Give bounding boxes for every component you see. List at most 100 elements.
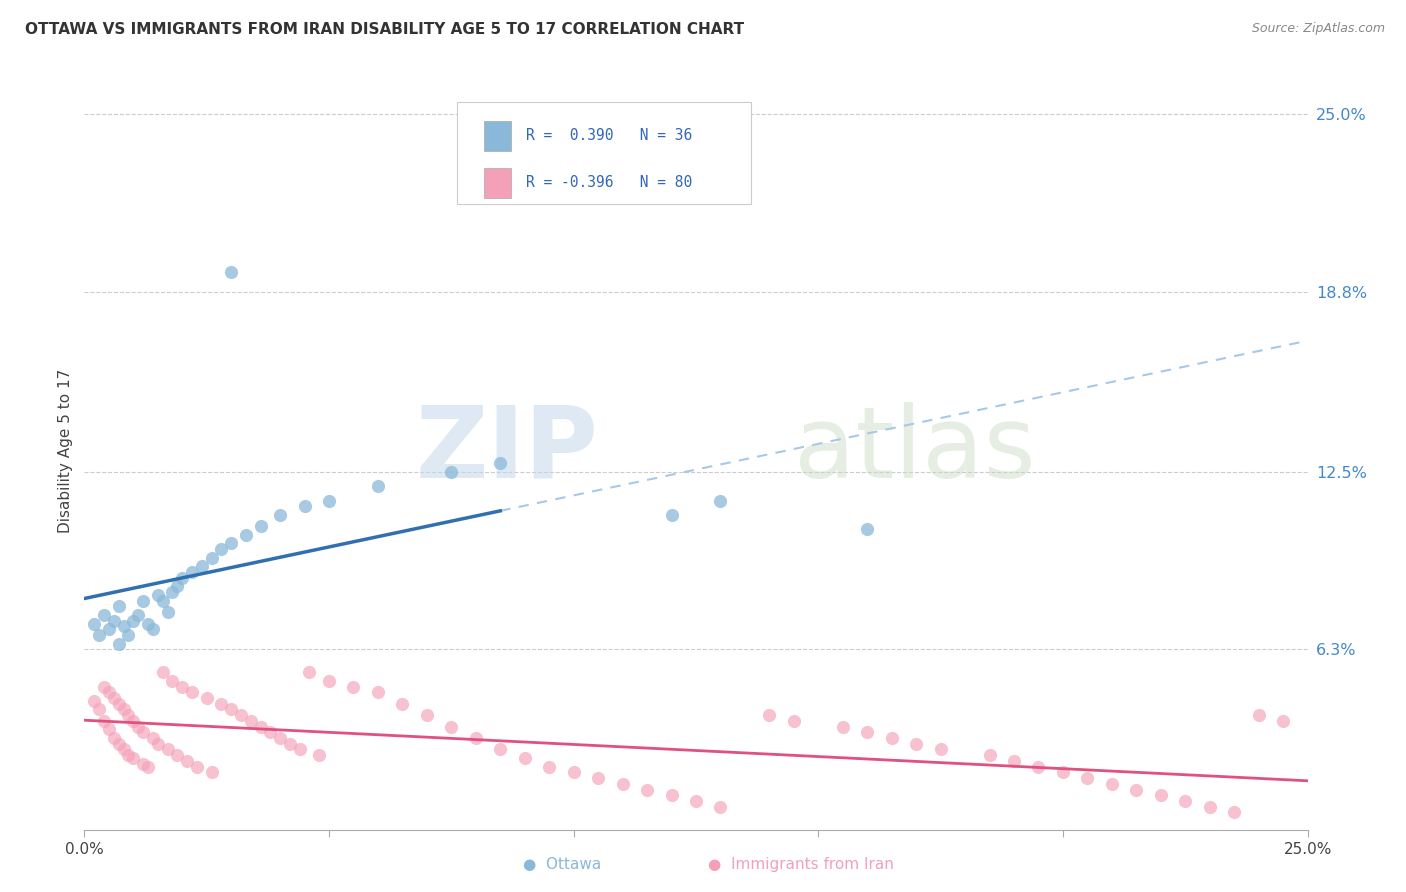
Point: [83, 616, 105, 631]
Point: [318, 673, 340, 688]
Point: [259, 725, 281, 739]
Point: [97, 723, 120, 737]
Point: [661, 789, 683, 803]
Point: [979, 748, 1001, 763]
Point: [367, 685, 389, 699]
Text: OTTAWA VS IMMIGRANTS FROM IRAN DISABILITY AGE 5 TO 17 CORRELATION CHART: OTTAWA VS IMMIGRANTS FROM IRAN DISABILIT…: [25, 22, 744, 37]
Point: [142, 731, 165, 745]
Point: [278, 737, 301, 751]
Bar: [484, 168, 512, 198]
Point: [122, 614, 145, 628]
Point: [87, 628, 110, 642]
Point: [440, 465, 463, 479]
Point: [783, 714, 806, 728]
Point: [112, 742, 135, 756]
Point: [136, 616, 159, 631]
Point: [209, 697, 232, 711]
Point: [209, 542, 232, 557]
Point: [122, 714, 145, 728]
Point: [136, 759, 159, 773]
Point: [464, 731, 486, 745]
Point: [107, 599, 129, 614]
Point: [489, 742, 512, 756]
Point: [219, 702, 242, 716]
Point: [112, 702, 135, 716]
Point: [905, 737, 928, 751]
Point: [156, 742, 179, 756]
Point: [1101, 777, 1123, 791]
Point: [93, 607, 115, 622]
Point: [146, 588, 169, 602]
Point: [107, 637, 129, 651]
Point: [235, 528, 257, 542]
Point: [112, 619, 135, 633]
Point: [117, 628, 139, 642]
Point: [127, 607, 149, 622]
Point: [93, 714, 115, 728]
Point: [181, 565, 204, 579]
Point: [880, 731, 903, 745]
Point: [83, 694, 105, 708]
Point: [758, 708, 780, 723]
Point: [856, 725, 879, 739]
Text: R = -0.396   N = 80: R = -0.396 N = 80: [526, 176, 692, 190]
Point: [97, 685, 120, 699]
Point: [391, 697, 413, 711]
Point: [538, 759, 561, 773]
Point: [181, 685, 204, 699]
Point: [191, 559, 214, 574]
Point: [195, 690, 218, 705]
Point: [318, 493, 340, 508]
Point: [298, 665, 321, 680]
Point: [1002, 754, 1025, 768]
Point: [152, 593, 174, 607]
Point: [172, 571, 194, 585]
Point: [1223, 805, 1246, 820]
Point: [152, 665, 174, 680]
Point: [93, 680, 115, 694]
Point: [440, 720, 463, 734]
Point: [117, 708, 139, 723]
Point: [856, 522, 879, 536]
Point: [249, 519, 271, 533]
Point: [117, 748, 139, 763]
Point: [513, 751, 536, 765]
Point: [172, 680, 194, 694]
Point: [1174, 794, 1197, 808]
Point: [166, 579, 188, 593]
Point: [586, 771, 609, 785]
Point: [929, 742, 952, 756]
Text: ●  Ottawa: ● Ottawa: [523, 857, 602, 872]
Point: [107, 737, 129, 751]
Point: [146, 737, 169, 751]
FancyBboxPatch shape: [457, 102, 751, 204]
Point: [562, 765, 585, 780]
Point: [156, 605, 179, 619]
Point: [612, 777, 634, 791]
Point: [127, 720, 149, 734]
Text: ZIP: ZIP: [415, 402, 598, 499]
Point: [132, 593, 155, 607]
Point: [1052, 765, 1074, 780]
Point: [132, 725, 155, 739]
Point: [269, 731, 291, 745]
Point: [709, 493, 731, 508]
Text: R =  0.390   N = 36: R = 0.390 N = 36: [526, 128, 692, 144]
Point: [103, 731, 125, 745]
Point: [416, 708, 439, 723]
Text: ●  Immigrants from Iran: ● Immigrants from Iran: [709, 857, 894, 872]
Point: [1272, 714, 1295, 728]
Point: [288, 742, 311, 756]
Point: [103, 614, 125, 628]
Point: [1125, 782, 1147, 797]
Point: [342, 680, 364, 694]
Point: [269, 508, 291, 522]
Point: [709, 799, 731, 814]
Text: Source: ZipAtlas.com: Source: ZipAtlas.com: [1251, 22, 1385, 36]
Point: [166, 748, 188, 763]
Point: [107, 697, 129, 711]
Point: [186, 759, 208, 773]
Point: [122, 751, 145, 765]
Point: [1076, 771, 1098, 785]
Point: [162, 673, 184, 688]
